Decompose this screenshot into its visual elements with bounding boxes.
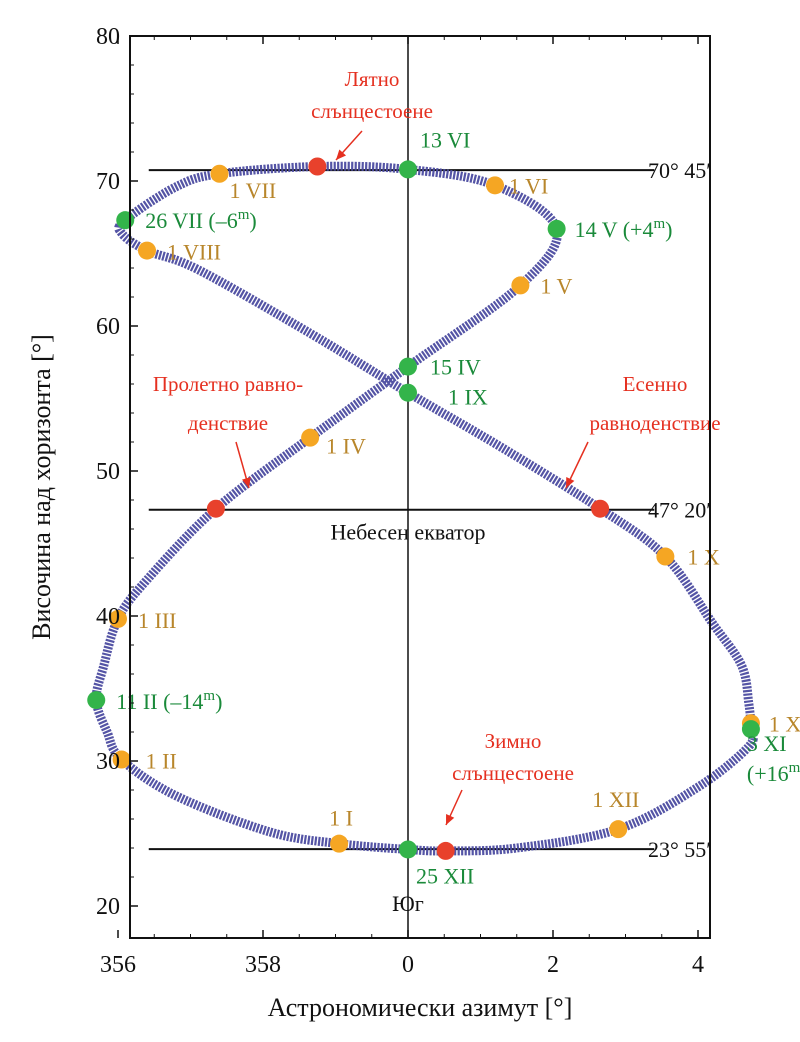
event-point xyxy=(591,499,610,518)
point-label: (+16m) xyxy=(747,760,800,786)
point-label: 3 XI xyxy=(747,731,787,756)
event-point xyxy=(206,499,225,518)
data-point xyxy=(399,357,417,376)
x-tick-label: 2 xyxy=(547,952,559,978)
point-label: 1 XI xyxy=(769,711,800,736)
event-label: Зимно xyxy=(485,729,542,753)
point-label: 25 XII xyxy=(416,863,474,888)
celestial-equator-label: Небесен екватор xyxy=(330,520,485,545)
labels-layer: 70° 45′ 47° 20′ Небесен екватор 23° 55′ Юг 13… xyxy=(116,67,800,916)
point-label: 1 VI xyxy=(509,173,548,198)
point-label: 26 VII (–6m) xyxy=(145,207,256,233)
data-point xyxy=(486,176,504,195)
point-label: 1 V xyxy=(540,273,572,298)
data-point xyxy=(656,547,675,566)
data-point xyxy=(330,834,349,853)
x-tick-label: 356 xyxy=(100,952,136,978)
x-tick-label: 4 xyxy=(692,952,704,978)
x-tick-label: 0 xyxy=(402,952,414,978)
data-point xyxy=(109,609,127,628)
data-point xyxy=(399,383,417,402)
plot-frame xyxy=(129,35,711,939)
event-point xyxy=(436,841,455,860)
data-point xyxy=(547,219,566,238)
y-tick-label: 40 xyxy=(96,604,120,630)
y-tick-label: 60 xyxy=(96,314,120,340)
point-label: 11 II (–14m) xyxy=(116,688,222,714)
data-point xyxy=(399,840,417,859)
event-arrowhead xyxy=(241,477,251,488)
data-point xyxy=(741,720,760,739)
data-point xyxy=(116,211,135,230)
reference-line-label: 47° 20′ xyxy=(648,498,711,523)
points-layer xyxy=(87,157,760,860)
y-axis-title: Височина над хоризонта [°] xyxy=(27,334,56,640)
point-label: 1 II xyxy=(146,749,177,774)
y-tick-label: 50 xyxy=(96,459,120,485)
event-label: Есенно xyxy=(623,372,688,396)
x-tick-label: 358 xyxy=(245,952,281,978)
event-point xyxy=(308,157,327,176)
data-point xyxy=(138,241,156,260)
point-label: 1 XII xyxy=(592,787,639,812)
data-point xyxy=(87,691,106,710)
point-label: 1 VII xyxy=(230,178,277,203)
data-point xyxy=(210,164,229,183)
event-label: Пролетно равно- xyxy=(153,372,303,396)
event-label: слънцестоене xyxy=(452,761,574,785)
y-tick-label: 20 xyxy=(96,894,120,920)
data-point xyxy=(112,750,131,769)
point-label: 1 IV xyxy=(326,434,366,459)
y-tick-label: 30 xyxy=(96,749,120,775)
data-point xyxy=(511,276,530,295)
y-tick-label: 80 xyxy=(96,24,120,50)
point-label: 14 V (+4m) xyxy=(575,216,673,242)
reference-line-label: 70° 45′ xyxy=(648,158,711,183)
axes-layer: 20 30 40 50 60 70 80 356 358 0 2 4 xyxy=(96,24,704,978)
event-label: Лятно xyxy=(345,67,400,91)
event-arrowhead xyxy=(446,814,455,825)
south-label: Юг xyxy=(392,891,424,916)
data-point xyxy=(301,428,320,447)
y-tick-label: 70 xyxy=(96,169,120,195)
event-label: равноденствие xyxy=(589,411,720,435)
point-label: 1 VIII xyxy=(167,240,221,265)
event-arrowhead xyxy=(566,477,575,488)
point-label: 1 IX xyxy=(448,385,488,410)
data-point xyxy=(399,160,417,179)
point-label: 1 X xyxy=(687,545,720,570)
point-label: 13 VI xyxy=(420,127,470,152)
event-label: слънцестоене xyxy=(311,99,433,123)
x-axis-title: Астрономически азимут [°] xyxy=(268,993,573,1022)
data-point xyxy=(609,820,628,839)
event-label: денствие xyxy=(188,411,268,435)
point-label: 1 III xyxy=(138,608,176,633)
reference-line-label: 23° 55′ xyxy=(648,837,711,862)
event-arrowhead xyxy=(336,149,347,160)
point-label: 15 IV xyxy=(430,355,481,380)
point-label: 1 I xyxy=(329,806,353,831)
